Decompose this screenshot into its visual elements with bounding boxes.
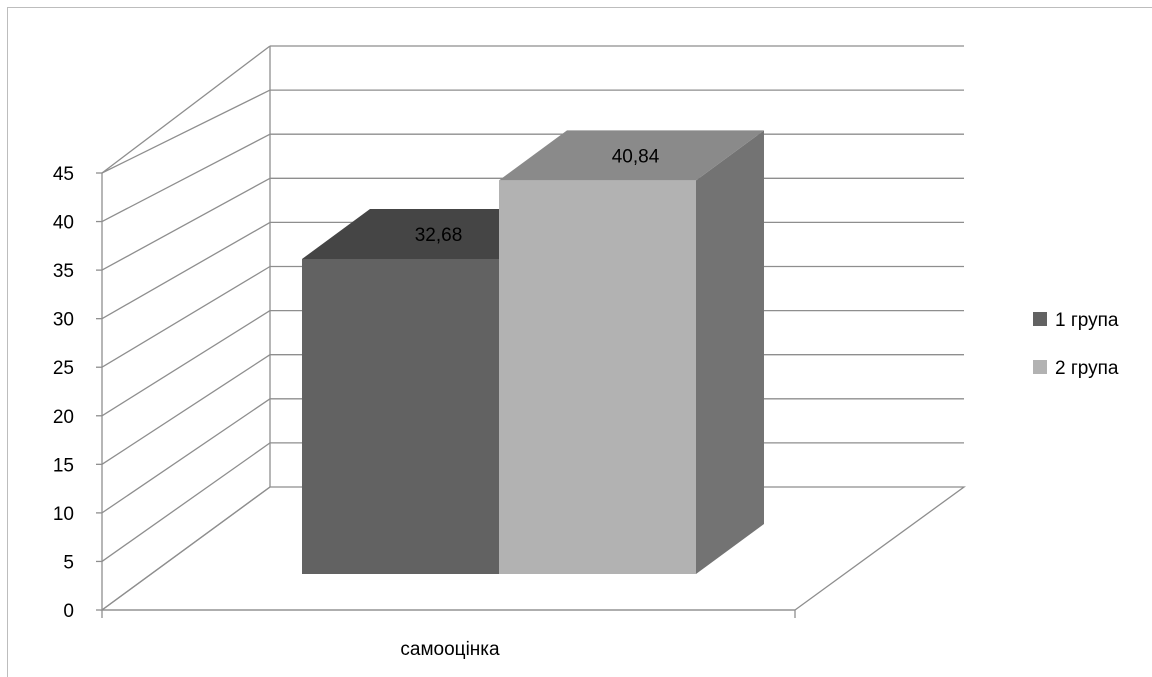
floor-left-edge xyxy=(101,486,271,611)
bar-top-2 xyxy=(499,130,764,181)
y-tick-label: 45 xyxy=(53,164,74,185)
y-tick-label: 15 xyxy=(53,455,74,476)
side-gridline xyxy=(101,442,271,562)
side-gridline xyxy=(101,354,271,465)
data-label-1: 32,68 xyxy=(415,225,463,246)
y-tick-label: 5 xyxy=(63,552,74,573)
side-gridline xyxy=(101,265,271,368)
side-gridline xyxy=(101,398,271,514)
legend-label-2: 2 група xyxy=(1055,358,1119,379)
y-tick-label: 40 xyxy=(53,213,74,234)
y-tick-label: 30 xyxy=(53,310,74,331)
bar-1 xyxy=(302,259,499,574)
y-tick-label: 0 xyxy=(63,601,74,622)
y-tick-label: 10 xyxy=(53,504,74,525)
bar-side-2 xyxy=(696,130,764,575)
legend-label-1: 1 група xyxy=(1055,310,1119,331)
side-gridline xyxy=(101,133,271,223)
legend-swatch-1 xyxy=(1033,312,1047,326)
y-tick-label: 25 xyxy=(53,358,74,379)
side-gridline xyxy=(101,221,271,320)
chart-frame xyxy=(7,7,1152,677)
data-label-2: 40,84 xyxy=(612,146,660,167)
side-gridline xyxy=(101,45,271,174)
side-gridline xyxy=(101,89,271,174)
bar-2 xyxy=(499,180,696,575)
side-gridline xyxy=(101,310,271,417)
side-gridline xyxy=(101,177,271,271)
x-category-label: самооцінка xyxy=(400,639,500,660)
legend-swatch-2 xyxy=(1033,360,1047,374)
y-tick-label: 35 xyxy=(53,261,74,282)
y-tick-label: 20 xyxy=(53,407,74,428)
